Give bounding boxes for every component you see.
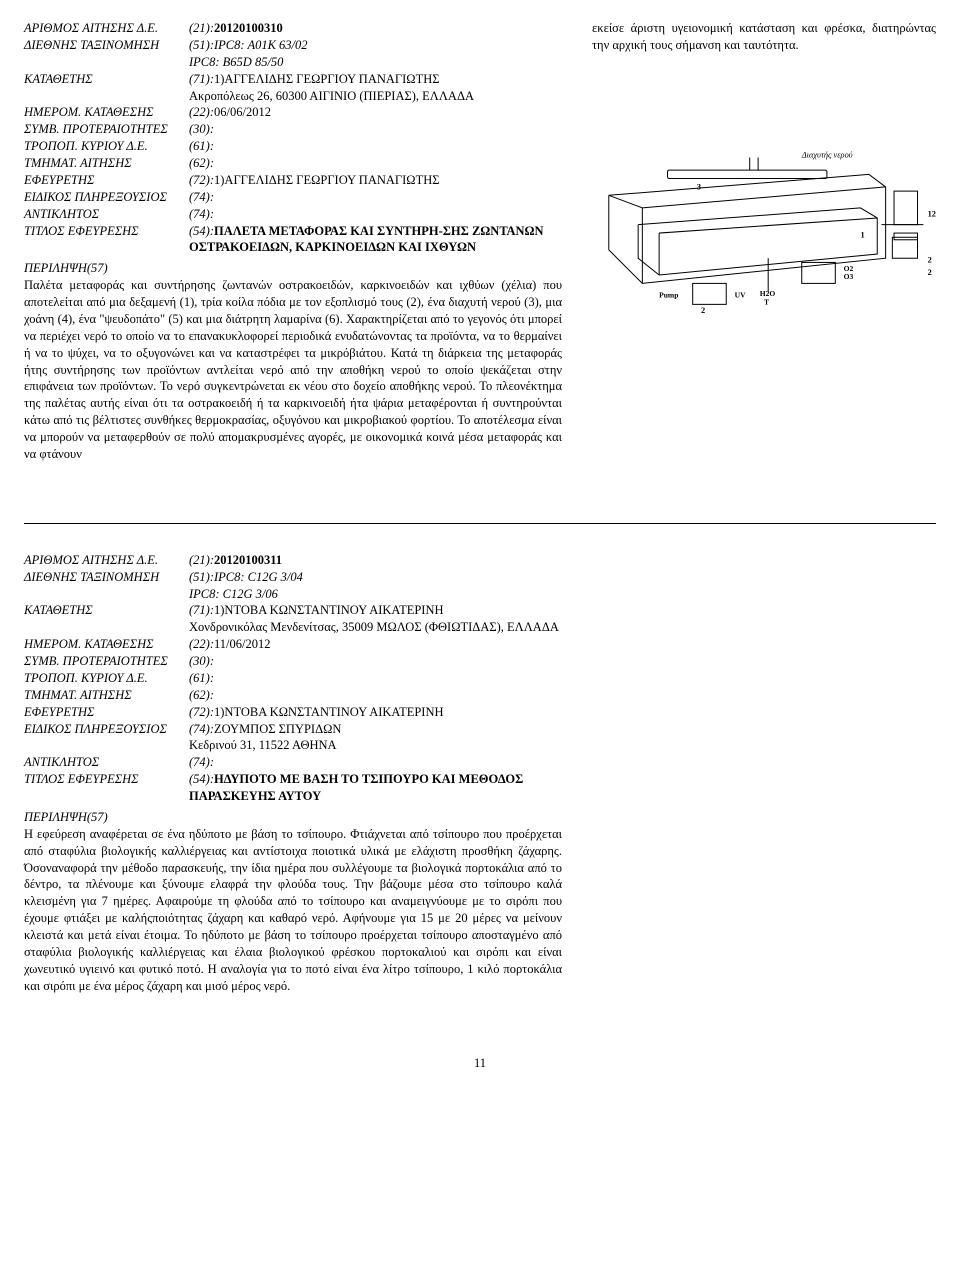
field-row: ΑΡΙΘΜΟΣ ΑΙΤΗΣΗΣ Δ.Ε.(21):20120100310 — [24, 20, 562, 37]
field-label: ΚΑΤΑΘΕΤΗΣ — [24, 71, 189, 88]
field-label: ΤΙΤΛΟΣ ΕΦΕΥΡΕΣΗΣ — [24, 223, 189, 257]
field-label: ΣΥΜΒ. ΠΡΟΤΕΡΑΙΟΤΗΤΕΣ — [24, 121, 189, 138]
field-label: ΤΡΟΠΟΠ. ΚΥΡΙΟΥ Δ.Ε. — [24, 138, 189, 155]
svg-text:12 Volt: 12 Volt — [928, 209, 936, 218]
field-row: ΔΙΕΘΝΗΣ ΤΑΞΙΝΟΜΗΣΗ(51):IPC8: A01K 63/02 — [24, 37, 562, 54]
svg-text:Pump: Pump — [659, 290, 678, 299]
field-label: ΔΙΕΘΝΗΣ ΤΑΞΙΝΟΜΗΣΗ — [24, 569, 189, 586]
field-value: (74): — [189, 189, 562, 206]
field-row: ΤΡΟΠΟΠ. ΚΥΡΙΟΥ Δ.Ε.(61): — [24, 670, 562, 687]
field-value: (22):11/06/2012 — [189, 636, 562, 653]
field-value: (21):20120100311 — [189, 552, 562, 569]
field-row: ΚΑΤΑΘΕΤΗΣ(71):1)ΑΓΓΕΛΙΔΗΣ ΓΕΩΡΓΙΟΥ ΠΑΝΑΓ… — [24, 71, 562, 88]
svg-text:2: 2 — [928, 268, 932, 277]
svg-text:T: T — [764, 297, 769, 306]
field-row: ΕΦΕΥΡΕΤΗΣ(72):1)ΝΤΟΒΑ ΚΩΝΣΤΑΝΤΙΝΟΥ ΑΙΚΑΤ… — [24, 704, 562, 721]
field-row: ΤΡΟΠΟΠ. ΚΥΡΙΟΥ Δ.Ε.(61): — [24, 138, 562, 155]
field-value: (54):ΠΑΛΕΤΑ ΜΕΤΑΦΟΡΑΣ ΚΑΙ ΣΥΝΤΗΡΗ-ΣΗΣ ΖΩ… — [189, 223, 562, 257]
patent-figure: Διαχυτής νερού3112 Volt22PumpUVH2OTO2O32 — [592, 124, 936, 317]
field-label: ΤΜΗΜΑΤ. ΑΙΤΗΣΗΣ — [24, 687, 189, 704]
field-row: ΤΙΤΛΟΣ ΕΦΕΥΡΕΣΗΣ(54):ΠΑΛΕΤΑ ΜΕΤΑΦΟΡΑΣ ΚΑ… — [24, 223, 562, 257]
field-value: (72):1)ΝΤΟΒΑ ΚΩΝΣΤΑΝΤΙΝΟΥ ΑΙΚΑΤΕΡΙΝΗ — [189, 704, 562, 721]
field-row: ΚΑΤΑΘΕΤΗΣ(71):1)ΝΤΟΒΑ ΚΩΝΣΤΑΝΤΙΝΟΥ ΑΙΚΑΤ… — [24, 602, 562, 619]
field-row: ΑΝΤΙΚΛΗΤΟΣ(74): — [24, 206, 562, 223]
field-label: ΕΙΔΙΚΟΣ ΠΛΗΡΕΞΟΥΣΙΟΣ — [24, 721, 189, 738]
field-row: ΕΙΔΙΚΟΣ ΠΛΗΡΕΞΟΥΣΙΟΣ(74):ΖΟΥΜΠΟΣ ΣΠΥΡΙΔΩ… — [24, 721, 562, 738]
field-row: ΤΜΗΜΑΤ. ΑΙΤΗΣΗΣ(62): — [24, 155, 562, 172]
patent-record: ΑΡΙΘΜΟΣ ΑΙΤΗΣΗΣ Δ.Ε.(21):20120100310ΔΙΕΘ… — [24, 20, 936, 463]
svg-text:2: 2 — [928, 255, 932, 264]
field-value: (61): — [189, 670, 562, 687]
field-row: ΑΝΤΙΚΛΗΤΟΣ(74): — [24, 754, 562, 771]
field-row: ΕΦΕΥΡΕΤΗΣ(72):1)ΑΓΓΕΛΙΔΗΣ ΓΕΩΡΓΙΟΥ ΠΑΝΑΓ… — [24, 172, 562, 189]
field-label: ΗΜΕΡΟΜ. ΚΑΤΑΘΕΣΗΣ — [24, 636, 189, 653]
field-value: (62): — [189, 687, 562, 704]
field-label: ΑΝΤΙΚΛΗΤΟΣ — [24, 754, 189, 771]
field-row: ΣΥΜΒ. ΠΡΟΤΕΡΑΙΟΤΗΤΕΣ(30): — [24, 121, 562, 138]
field-label: ΑΡΙΘΜΟΣ ΑΙΤΗΣΗΣ Δ.Ε. — [24, 20, 189, 37]
field-label: ΤΜΗΜΑΤ. ΑΙΤΗΣΗΣ — [24, 155, 189, 172]
field-value: (30): — [189, 653, 562, 670]
abstract-continuation: εκείσε άριστη υγειονομική κατάσταση και … — [592, 20, 936, 54]
abstract-text: Παλέτα μεταφοράς και συντήρησης ζωντανών… — [24, 277, 562, 463]
field-label: ΑΝΤΙΚΛΗΤΟΣ — [24, 206, 189, 223]
svg-text:Διαχυτής νερού: Διαχυτής νερού — [801, 150, 853, 159]
field-value: (72):1)ΑΓΓΕΛΙΔΗΣ ΓΕΩΡΓΙΟΥ ΠΑΝΑΓΙΩΤΗΣ — [189, 172, 562, 189]
field-row: ΗΜΕΡΟΜ. ΚΑΤΑΘΕΣΗΣ(22):11/06/2012 — [24, 636, 562, 653]
field-value: (30): — [189, 121, 562, 138]
field-value: (74): — [189, 754, 562, 771]
field-value: (51):IPC8: A01K 63/02 — [189, 37, 562, 54]
field-row: ΣΥΜΒ. ΠΡΟΤΕΡΑΙΟΤΗΤΕΣ(30): — [24, 653, 562, 670]
right-column — [592, 552, 936, 995]
field-value: (54):ΗΔΥΠΟΤΟ ΜΕ ΒΑΣΗ ΤΟ ΤΣΙΠΟΥΡΟ ΚΑΙ ΜΕΘ… — [189, 771, 562, 805]
field-row: ΗΜΕΡΟΜ. ΚΑΤΑΘΕΣΗΣ(22):06/06/2012 — [24, 104, 562, 121]
svg-text:O3: O3 — [844, 272, 854, 281]
field-value: (74):ΖΟΥΜΠΟΣ ΣΠΥΡΙΔΩΝ — [189, 721, 562, 738]
field-label: ΤΡΟΠΟΠ. ΚΥΡΙΟΥ Δ.Ε. — [24, 670, 189, 687]
field-value: (71):1)ΝΤΟΒΑ ΚΩΝΣΤΑΝΤΙΝΟΥ ΑΙΚΑΤΕΡΙΝΗ — [189, 602, 562, 619]
field-label: ΕΦΕΥΡΕΤΗΣ — [24, 172, 189, 189]
field-value: (62): — [189, 155, 562, 172]
field-value: (22):06/06/2012 — [189, 104, 562, 121]
svg-text:1: 1 — [860, 230, 864, 239]
svg-text:UV: UV — [735, 290, 746, 299]
abstract-text: Η εφεύρεση αναφέρεται σε ένα ηδύποτο με … — [24, 826, 562, 995]
field-row: ΔΙΕΘΝΗΣ ΤΑΞΙΝΟΜΗΣΗ(51):IPC8: C12G 3/04 — [24, 569, 562, 586]
field-value: (21):20120100310 — [189, 20, 562, 37]
field-row: ΤΙΤΛΟΣ ΕΦΕΥΡΕΣΗΣ(54):ΗΔΥΠΟΤΟ ΜΕ ΒΑΣΗ ΤΟ … — [24, 771, 562, 805]
field-label: ΕΙΔΙΚΟΣ ΠΛΗΡΕΞΟΥΣΙΟΣ — [24, 189, 189, 206]
field-label: ΤΙΤΛΟΣ ΕΦΕΥΡΕΣΗΣ — [24, 771, 189, 805]
field-label: ΑΡΙΘΜΟΣ ΑΙΤΗΣΗΣ Δ.Ε. — [24, 552, 189, 569]
field-row: ΤΜΗΜΑΤ. ΑΙΤΗΣΗΣ(62): — [24, 687, 562, 704]
field-value: (74): — [189, 206, 562, 223]
page-number: 11 — [24, 1055, 936, 1072]
field-value: (71):1)ΑΓΓΕΛΙΔΗΣ ΓΕΩΡΓΙΟΥ ΠΑΝΑΓΙΩΤΗΣ — [189, 71, 562, 88]
svg-text:3: 3 — [697, 182, 701, 191]
field-label: ΚΑΤΑΘΕΤΗΣ — [24, 602, 189, 619]
abstract-label: ΠΕΡΙΛΗΨΗ(57) — [24, 809, 562, 826]
patent-record: ΑΡΙΘΜΟΣ ΑΙΤΗΣΗΣ Δ.Ε.(21):20120100311ΔΙΕΘ… — [24, 552, 936, 995]
field-row: ΕΙΔΙΚΟΣ ΠΛΗΡΕΞΟΥΣΙΟΣ(74): — [24, 189, 562, 206]
field-value: (61): — [189, 138, 562, 155]
field-value: (51):IPC8: C12G 3/04 — [189, 569, 562, 586]
field-label: ΣΥΜΒ. ΠΡΟΤΕΡΑΙΟΤΗΤΕΣ — [24, 653, 189, 670]
field-row: ΑΡΙΘΜΟΣ ΑΙΤΗΣΗΣ Δ.Ε.(21):20120100311 — [24, 552, 562, 569]
abstract-label: ΠΕΡΙΛΗΨΗ(57) — [24, 260, 562, 277]
svg-text:2: 2 — [701, 306, 705, 315]
field-label: ΕΦΕΥΡΕΤΗΣ — [24, 704, 189, 721]
field-label: ΔΙΕΘΝΗΣ ΤΑΞΙΝΟΜΗΣΗ — [24, 37, 189, 54]
right-column: εκείσε άριστη υγειονομική κατάσταση και … — [592, 20, 936, 463]
field-label: ΗΜΕΡΟΜ. ΚΑΤΑΘΕΣΗΣ — [24, 104, 189, 121]
